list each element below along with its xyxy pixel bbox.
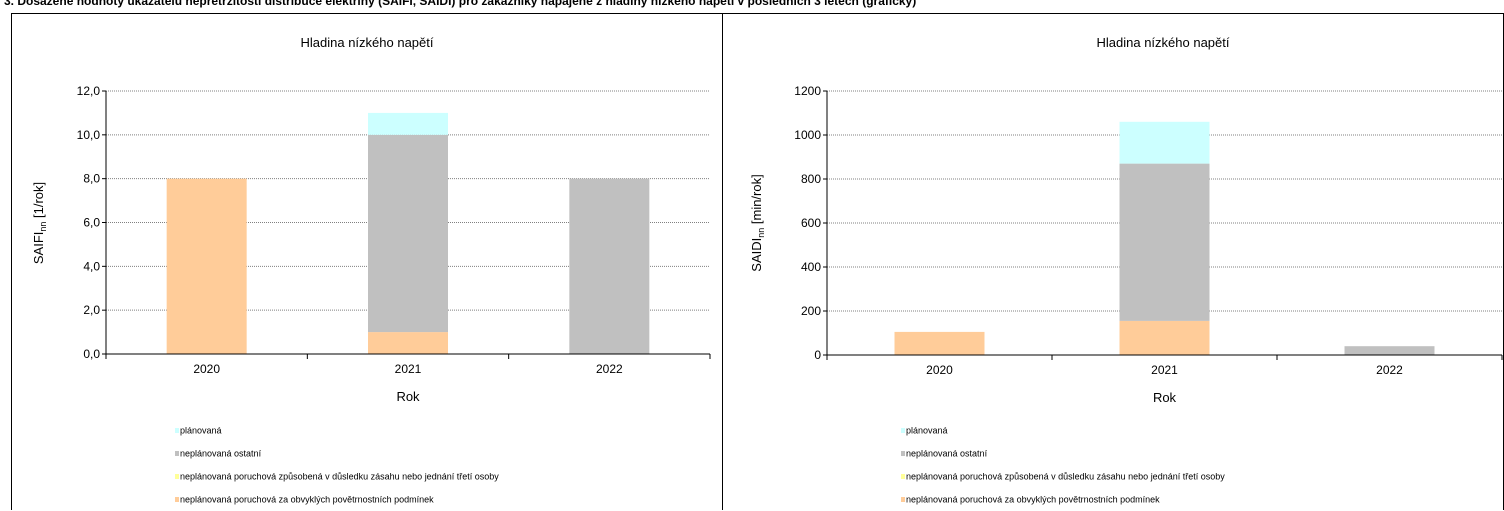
saifi-y-axis-label-main: SAIFI — [31, 232, 46, 265]
legend-label: plánovaná — [180, 425, 222, 436]
saidi-bar-2021-neplanovana-ostatni — [1119, 163, 1210, 321]
saidi-ytick-label: 800 — [801, 172, 821, 186]
legend-item-neplanovana-povetrnostni: neplánovaná poruchová za obvyklých povět… — [901, 493, 1160, 505]
saidi-ytick-label: 1200 — [794, 84, 821, 98]
saifi-ytick-label: 2,0 — [83, 303, 100, 317]
legend-item-neplanovana-povetrnostni: neplánovaná poruchová za obvyklých povět… — [175, 493, 434, 505]
saifi-y-axis-label-unit: [1/rok] — [31, 182, 46, 222]
legend-item-neplanovana-ostatni: neplánovaná ostatní — [175, 447, 261, 459]
saidi-chart: Hladina nízkého napětí 0 200 400 600 800 1000 1… — [749, 35, 1503, 405]
saifi-xtick-label: 2020 — [193, 362, 220, 376]
legend-label: neplánovaná poruchová za obvyklých povět… — [906, 494, 1160, 505]
saifi-ytick-label: 10,0 — [77, 128, 101, 142]
saifi-ytick-label: 0,0 — [83, 347, 100, 361]
legend-label: neplánovaná ostatní — [180, 448, 262, 459]
saifi-bar-2021-neplanovana-povetrnostni — [368, 332, 448, 354]
saifi-ytick-label: 4,0 — [83, 259, 100, 273]
saidi-y-axis-label: SAIDInn [min/rok] — [749, 174, 766, 271]
saidi-chart-panel: Hladina nízkého napětí 0 200 400 600 800 1000 1… — [722, 13, 1504, 510]
saifi-chart: Hladina nízkého napětí 0,0 2,0 4,0 6,0 8,0 10,… — [31, 35, 711, 404]
legend-swatch — [901, 474, 905, 480]
saidi-y-axis-label-sub: nn — [756, 228, 766, 238]
saidi-xtick-label: 2020 — [926, 363, 953, 377]
saifi-bar-2021-planovana — [368, 112, 448, 135]
saidi-legend: plánovaná neplánovaná ostatní neplánovaná … — [901, 419, 1461, 509]
legend-label: neplánovaná ostatní — [906, 448, 988, 459]
legend-swatch — [901, 428, 905, 434]
saidi-x-axis-label: Rok — [1153, 390, 1177, 405]
page-heading: 3. Dosažené hodnoty ukazatelů nepřetržit… — [4, 0, 917, 8]
saidi-ytick-label: 400 — [801, 260, 821, 274]
legend-swatch — [175, 428, 179, 434]
saidi-bar-2022-neplanovana-ostatni — [1344, 346, 1435, 355]
saifi-ytick-label: 8,0 — [83, 172, 100, 186]
legend-item-planovana: plánovaná — [901, 424, 948, 436]
saifi-legend: plánovaná neplánovaná ostatní neplánovaná … — [175, 419, 715, 509]
saidi-bar-2021-neplanovana-povetrnostni — [1119, 320, 1210, 355]
saidi-chart-title: Hladina nízkého napětí — [1097, 35, 1230, 50]
saifi-x-axis-label: Rok — [396, 389, 420, 404]
saifi-y-axis-label: SAIFInn [1/rok] — [31, 182, 48, 264]
saifi-ytick-label: 12,0 — [77, 84, 101, 98]
saidi-ytick-label: 0 — [814, 348, 821, 362]
legend-label: neplánovaná poruchová za obvyklých povět… — [180, 494, 434, 505]
legend-item-planovana: plánovaná — [175, 424, 222, 436]
saidi-y-axis-label-unit: [min/rok] — [749, 174, 764, 227]
legend-item-neplanovana-treti-osoba: neplánovaná poruchová způsobená v důsled… — [901, 470, 1225, 482]
saifi-bar-2021-neplanovana-ostatni — [368, 134, 448, 333]
saifi-ytick-label: 6,0 — [83, 216, 100, 230]
legend-swatch — [175, 474, 179, 480]
saifi-xtick-label: 2021 — [395, 362, 422, 376]
saifi-bar-2022-neplanovana-ostatni — [569, 178, 650, 354]
legend-swatch — [175, 497, 179, 503]
saifi-y-axis-label-sub: nn — [38, 222, 48, 232]
saidi-bar-2021-planovana — [1119, 121, 1210, 164]
saidi-ytick-label: 200 — [801, 304, 821, 318]
legend-swatch — [901, 497, 905, 503]
legend-swatch — [175, 451, 179, 457]
saidi-ytick-label: 1000 — [794, 128, 821, 142]
saifi-chart-panel: Hladina nízkého napětí 0,0 2,0 4,0 6,0 8,0 10,… — [11, 13, 723, 510]
saifi-bar-2020-neplanovana-povetrnostni — [166, 178, 247, 354]
saifi-chart-title: Hladina nízkého napětí — [301, 35, 434, 50]
saidi-y-axis-label-main: SAIDI — [749, 238, 764, 272]
legend-label: plánovaná — [906, 425, 948, 436]
legend-item-neplanovana-ostatni: neplánovaná ostatní — [901, 447, 987, 459]
legend-item-neplanovana-treti-osoba: neplánovaná poruchová způsobená v důsled… — [175, 470, 499, 482]
saidi-ytick-label: 600 — [801, 216, 821, 230]
legend-label: neplánovaná poruchová způsobená v důsled… — [180, 471, 499, 482]
saifi-xtick-label: 2022 — [596, 362, 623, 376]
saidi-xtick-label: 2021 — [1151, 363, 1178, 377]
saidi-bar-2020-neplanovana-povetrnostni — [894, 331, 985, 355]
legend-swatch — [901, 451, 905, 457]
legend-label: neplánovaná poruchová způsobená v důsled… — [906, 471, 1225, 482]
saidi-xtick-label: 2022 — [1376, 363, 1403, 377]
